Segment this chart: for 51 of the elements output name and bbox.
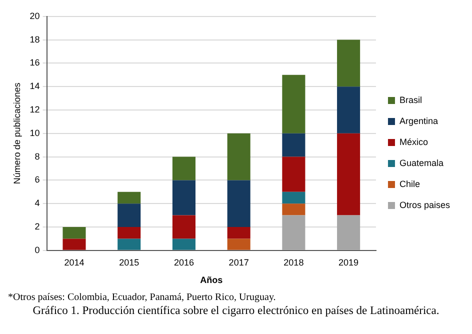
bar (227, 133, 250, 180)
y-axis-title: Número de publicaciones (12, 82, 22, 184)
y-tick-label: 12 (30, 104, 40, 114)
x-tick-label: 2019 (338, 257, 359, 268)
bar (118, 227, 141, 239)
legend-label: Guatemala (399, 158, 444, 168)
legend-label: Chile (399, 178, 420, 189)
y-tick-label: 2 (34, 221, 40, 232)
y-tick-label: 8 (34, 151, 40, 162)
legend-label: México (399, 136, 428, 147)
bar (172, 180, 196, 216)
bar (337, 86, 360, 134)
bar (172, 238, 196, 250)
bar (282, 156, 306, 192)
bar (62, 227, 86, 239)
x-tick-label: 2016 (174, 257, 194, 268)
bar (227, 238, 250, 250)
y-tick-label: 10 (30, 128, 40, 138)
bar (337, 215, 360, 250)
text: *Otros países: Colombia, Ecuador, Panamá, Puerto Rico, Uruguay. (8, 292, 277, 303)
bar (282, 204, 306, 216)
x-axis-title: Años (200, 275, 223, 286)
bar (282, 74, 306, 134)
bar (282, 215, 306, 250)
y-tick-label: 6 (34, 174, 40, 185)
bar (282, 192, 306, 204)
bar (282, 133, 306, 157)
y-tick-label: 0 (34, 244, 40, 255)
y-tick-label: 14 (30, 81, 40, 92)
bar (62, 238, 86, 250)
bar (118, 238, 141, 250)
bar (227, 180, 250, 227)
y-tick-label: 4 (34, 198, 40, 208)
x-tick-label: 2018 (284, 257, 304, 268)
bar (227, 227, 250, 239)
bar (172, 156, 196, 180)
x-tick-label: 2014 (64, 257, 84, 268)
bar (118, 192, 141, 204)
bar (337, 133, 360, 216)
legend-label: Argentina (399, 116, 438, 126)
bar (172, 215, 196, 239)
y-tick-label: 20 (30, 10, 40, 21)
bar (118, 204, 141, 227)
x-tick-label: 2015 (119, 257, 140, 268)
bar (337, 40, 360, 87)
legend-label: Brasil (399, 94, 422, 105)
y-tick-label: 16 (30, 58, 40, 68)
legend-label: Otros paises (399, 200, 450, 210)
y-tick-label: 18 (30, 34, 40, 44)
text: Gráfico 1. Producción científica sobre el cigarro electrónico en países de Latinoamérica. (32, 305, 440, 317)
x-tick-label: 2017 (228, 257, 249, 268)
